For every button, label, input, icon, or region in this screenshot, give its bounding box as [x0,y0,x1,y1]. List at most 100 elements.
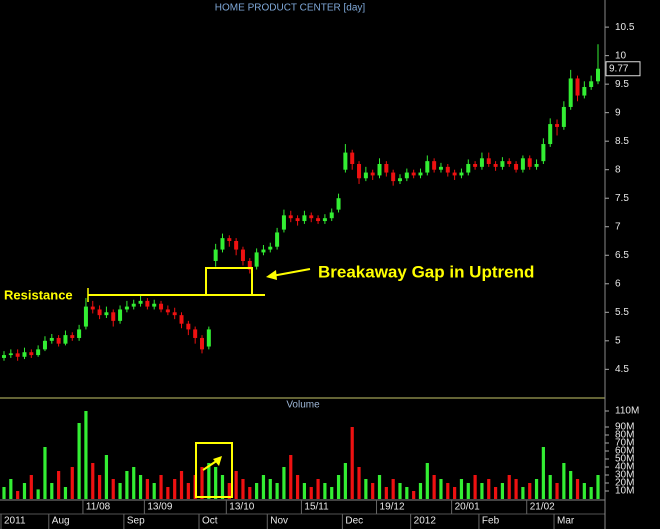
x-tick-label: 13/09 [147,502,172,513]
candle-body [438,166,443,170]
candle-body [309,215,314,219]
candle-body [561,106,566,127]
volume-bar [309,487,313,499]
volume-bar [248,487,252,499]
candle-body [83,306,88,327]
volume-bar [207,463,211,499]
candle-body [49,337,54,341]
volume-bar [384,487,388,499]
volume-bar [575,479,580,499]
candle-body [418,172,423,176]
volume-bar [425,463,429,499]
candle-body [329,212,334,219]
volume-bar [91,463,95,499]
candle-body [398,178,402,182]
y2-tick-label: 60M [615,446,634,457]
volume-bar [241,479,245,499]
candle-body [22,352,27,357]
candle-body [261,249,266,253]
volume-bar [398,483,402,499]
candle-body [131,303,136,307]
month-label: Sep [127,516,145,527]
candle-body [466,164,471,173]
x-tick-label: 13/10 [229,502,254,513]
month-label: 2012 [414,516,437,527]
candle-body [520,158,525,170]
volume-bar [596,475,600,499]
volume-bar [118,483,122,499]
candle-body [486,158,491,164]
volume-bar [97,475,102,499]
candle-body [70,335,75,338]
volume-bar [111,479,115,499]
candle-body [534,164,539,167]
candle-body [473,164,478,167]
volume-bar [432,475,436,499]
y-tick-label: 6.5 [615,250,629,261]
y-tick-label: 7.5 [615,193,629,204]
volume-bar [528,483,532,499]
volume-bar [214,467,218,499]
volume-bar [268,479,272,499]
volume-bar [50,483,54,499]
volume-bar [555,483,559,499]
candle-body [500,161,505,167]
y2-tick-label: 90M [615,422,634,433]
candle-body [15,353,20,357]
volume-bar [200,467,204,499]
y2-tick-label: 70M [615,438,634,449]
candle-body [452,172,457,176]
gap-label: Breakaway Gap in Uptrend [318,262,534,281]
x-tick-label: 20/01 [455,502,480,513]
month-label: Dec [345,516,363,527]
candle-body [493,164,498,167]
volume-bar [145,479,149,499]
candle-body [2,355,6,358]
volume-arrow-head [213,456,222,466]
candle-body [514,164,519,170]
y-tick-label: 10 [615,50,627,61]
candle-body [234,241,239,250]
volume-bar [364,479,368,499]
volume-bar [330,487,334,499]
volume-bar [186,483,190,499]
candle-body [165,309,170,313]
volume-bar [343,463,347,499]
candle-body [411,172,416,176]
volume-bar [43,447,47,499]
candle-body [527,158,532,167]
gap-arrow [271,268,311,277]
candle-body [582,87,587,96]
volume-bar [234,471,238,499]
candle-body [568,78,573,107]
month-label: Feb [482,516,500,527]
candle-body [275,232,280,247]
volume-bar [132,467,136,499]
volume-bar [459,479,464,499]
candle-body [77,329,82,338]
volume-box [195,442,233,498]
candle-body [343,152,348,170]
volume-bar [541,447,545,499]
volume-bar [466,483,470,499]
candle-body [254,252,259,267]
volume-bar [418,483,423,499]
y-tick-label: 9 [615,107,621,118]
y2-tick-label: 110M [615,406,639,417]
candle-body [186,323,191,330]
candle-body [29,352,34,356]
candle-body [206,329,211,347]
volume-bar [173,479,177,499]
y-tick-label: 4.5 [615,364,629,375]
candle-body [104,312,109,316]
volume-bar [350,427,354,499]
y-tick-label: 8.5 [615,136,629,147]
candle-body [445,166,450,173]
volume-bar [548,475,552,499]
candle-body [268,246,273,250]
candle-body [384,164,389,173]
y2-tick-label: 50M [615,454,634,465]
chart-title: HOME PRODUCT CENTER [day] [215,3,366,14]
month-label: Aug [52,516,70,527]
